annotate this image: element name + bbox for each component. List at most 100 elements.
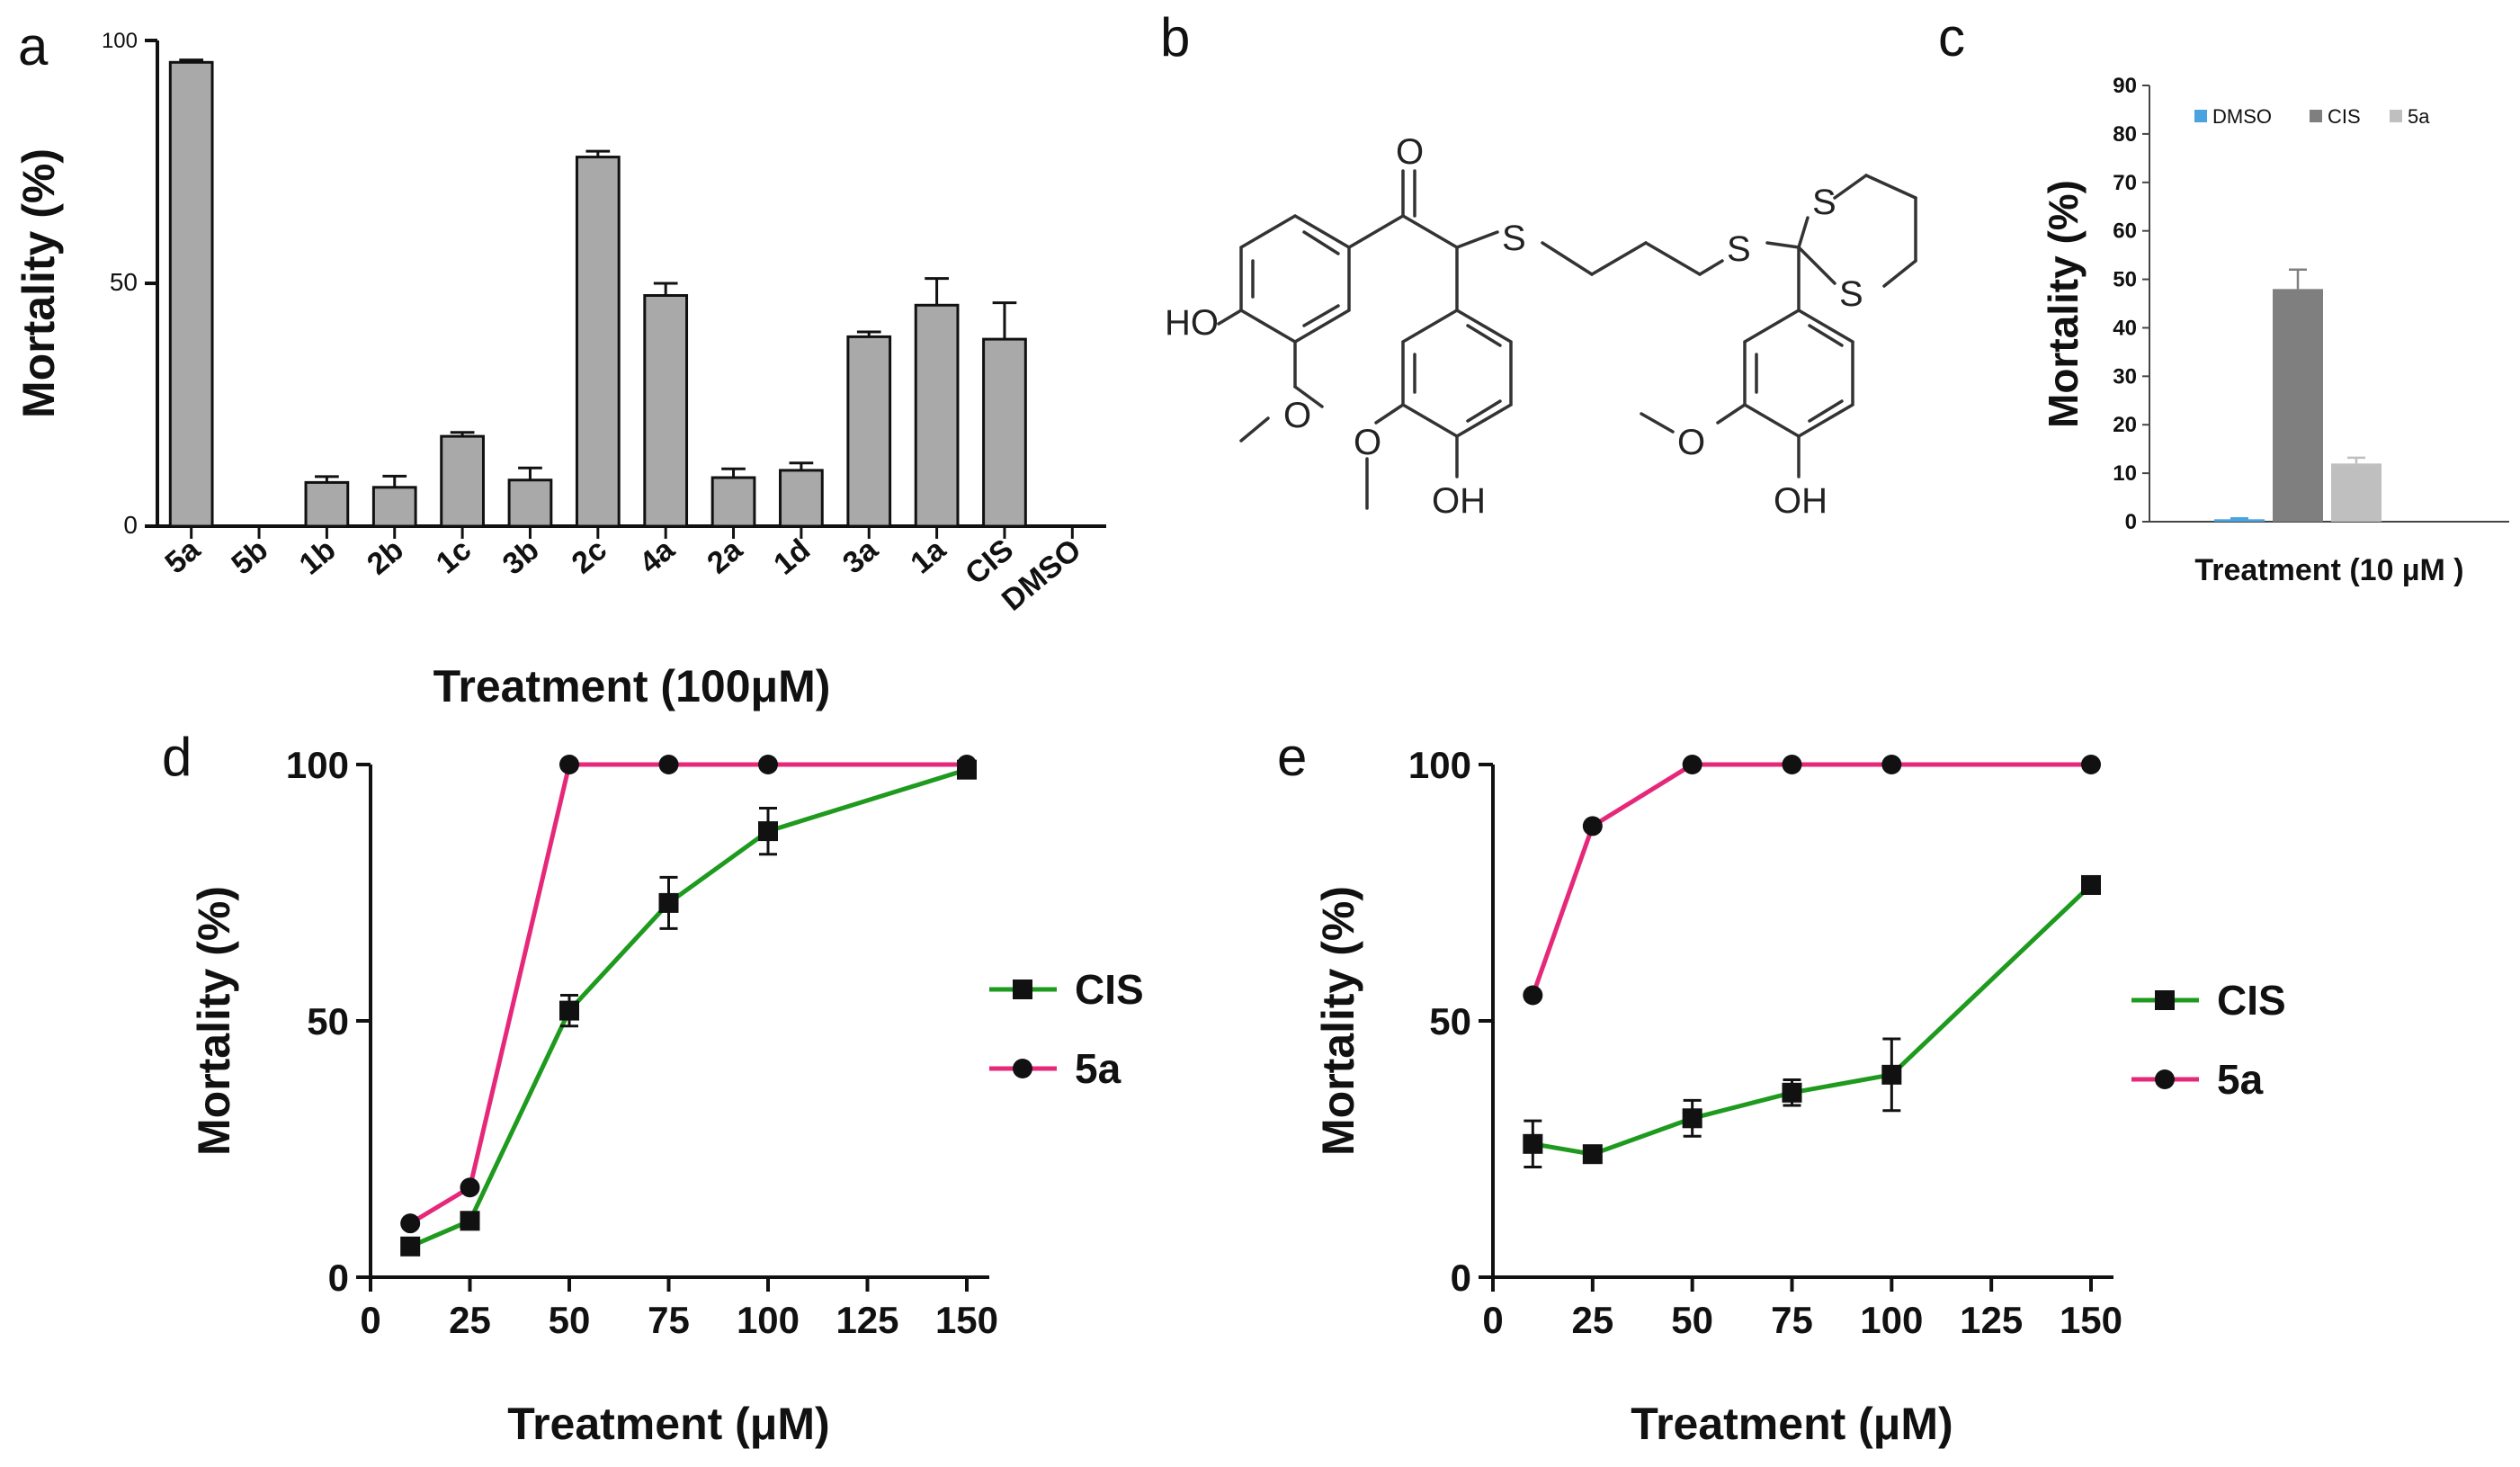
a-x-tick-label: 3b (496, 532, 546, 582)
atom-o-carbonyl: O (1396, 132, 1424, 172)
d-x-tick-label: 125 (836, 1299, 898, 1341)
a-x-axis-title: Treatment (100μM) (433, 661, 831, 711)
a-x-tick-label: 2b (361, 532, 410, 582)
d-point-cis (400, 1236, 421, 1257)
ring-left (1239, 213, 1351, 344)
d-legend-label-5a: 5a (1075, 1045, 1121, 1092)
atom-oh-middle: OH (1432, 481, 1486, 521)
a-x-tick-label: 5b (225, 532, 274, 582)
bond-dithiane-2 (1864, 174, 1917, 200)
chemical-structure (1217, 169, 1917, 510)
d-x-tick-label: 50 (549, 1299, 591, 1341)
c-y-tick-label: 50 (2113, 268, 2137, 292)
bond-right-ome (1716, 403, 1747, 425)
bond-alpha-s (1455, 230, 1499, 249)
a-bar (304, 480, 350, 528)
bond-quat-s-top (1797, 216, 1810, 249)
c-y-tick-label: 40 (2113, 316, 2137, 340)
panel-letter-e: e (1277, 727, 1307, 787)
c-y-tick-label: 90 (2113, 74, 2137, 98)
a-x-tick-label: 1a (904, 532, 952, 580)
e-legend-label-5a: 5a (2217, 1056, 2264, 1103)
c-y-tick-label: 80 (2113, 122, 2137, 147)
d-x-tick-label: 150 (935, 1299, 998, 1341)
a-x-tick-label: 2a (701, 532, 749, 580)
panel-letter-d: d (162, 727, 192, 787)
ring-right (1743, 308, 1854, 439)
atom-s-ring-bottom: S (1839, 274, 1863, 314)
e-x-tick-label: 0 (1482, 1299, 1503, 1341)
bond-chain-s (1698, 259, 1724, 276)
d-point-5a (658, 755, 679, 774)
e-legend-marker-cis (2155, 990, 2175, 1010)
d-x-tick-label: 0 (360, 1299, 380, 1341)
atom-o-middle-ome: O (1354, 423, 1381, 462)
e-point-5a (1782, 755, 1802, 774)
a-x-tick-label: 1b (293, 532, 343, 582)
e-point-cis (1582, 1144, 1603, 1165)
d-x-tick-label: 100 (737, 1299, 800, 1341)
c-y-tick-label: 0 (2125, 510, 2137, 534)
a-x-tick-label: 3a (836, 532, 885, 580)
d-legend-marker-cis (1013, 979, 1032, 999)
d-line-5a (408, 762, 967, 1226)
c-legend-label-5a: 5a (2408, 105, 2430, 128)
e-legend-marker-5a (2155, 1069, 2175, 1089)
atom-s-mid: S (1727, 229, 1751, 269)
e-point-5a (1682, 755, 1702, 774)
bond-left-methyl-a (1293, 385, 1324, 408)
bond-dithiane-1 (1833, 174, 1868, 200)
d-legend-marker-5a (1013, 1059, 1032, 1078)
a-y-tick-label: 0 (123, 511, 138, 539)
c-legend-label-cis: CIS (2328, 105, 2361, 128)
c-bar-cis (2273, 289, 2323, 522)
ring-middle (1401, 308, 1513, 439)
a-bar (575, 156, 621, 528)
d-point-5a (400, 1213, 421, 1234)
atom-oh-right: OH (1774, 481, 1827, 521)
c-x-axis-title: Treatment (10 µM ) (2194, 553, 2463, 587)
e-x-tick-label: 75 (1771, 1299, 1813, 1341)
c-bar-dmso (2214, 519, 2265, 522)
bond-left-ho (1217, 309, 1243, 326)
a-bar (371, 486, 417, 528)
atom-o-left-ome: O (1283, 396, 1311, 435)
c-y-axis-title: Mortality (%) (2040, 180, 2087, 428)
e-point-cis (1682, 1108, 1702, 1129)
a-x-tick-label: 2c (566, 532, 613, 580)
e-line-cis (1532, 883, 2093, 1157)
atom-o-right-ome: O (1677, 423, 1705, 462)
c-y-tick-label: 70 (2113, 171, 2137, 195)
bond-quat-s-bottom (1797, 246, 1836, 285)
a-y-tick-label: 50 (110, 268, 138, 296)
a-bar (643, 294, 689, 528)
a-y-tick-label: 100 (102, 29, 138, 53)
bond-right-methyl (1640, 412, 1675, 434)
e-line-5a (1530, 762, 2091, 997)
d-x-tick-label: 75 (648, 1299, 690, 1341)
e-legend-label-cis: CIS (2217, 977, 2286, 1024)
a-x-tick-label: 4a (633, 532, 682, 580)
c-legend-label-dmso: DMSO (2212, 105, 2272, 128)
e-point-cis (1881, 1064, 1902, 1085)
e-point-5a (1881, 755, 1902, 774)
a-x-tick-label: 5a (158, 532, 207, 580)
c-legend-swatch-dmso (2194, 110, 2207, 122)
d-point-5a (559, 755, 579, 774)
d-point-5a (460, 1177, 480, 1198)
e-x-tick-label: 125 (1960, 1299, 2023, 1341)
a-bar (710, 476, 756, 528)
ring-left-double-2 (1302, 304, 1340, 327)
a-y-axis-title: Mortality (%) (13, 148, 64, 418)
e-x-axis-title: Treatment (μM) (1631, 1399, 1953, 1449)
e-x-tick-label: 100 (1860, 1299, 1923, 1341)
d-y-tick-label: 100 (286, 744, 349, 786)
d-point-cis (460, 1211, 480, 1231)
e-point-5a (2081, 755, 2101, 774)
bond-s-chain-1 (1541, 241, 1594, 276)
bond-left-methyl-b (1239, 416, 1270, 443)
chart-e-dose-response: 0 50 100 0 25 50 75 100 125 150 CIS 5a Treatment (μM… (1313, 744, 2286, 1449)
d-point-cis (758, 821, 778, 842)
